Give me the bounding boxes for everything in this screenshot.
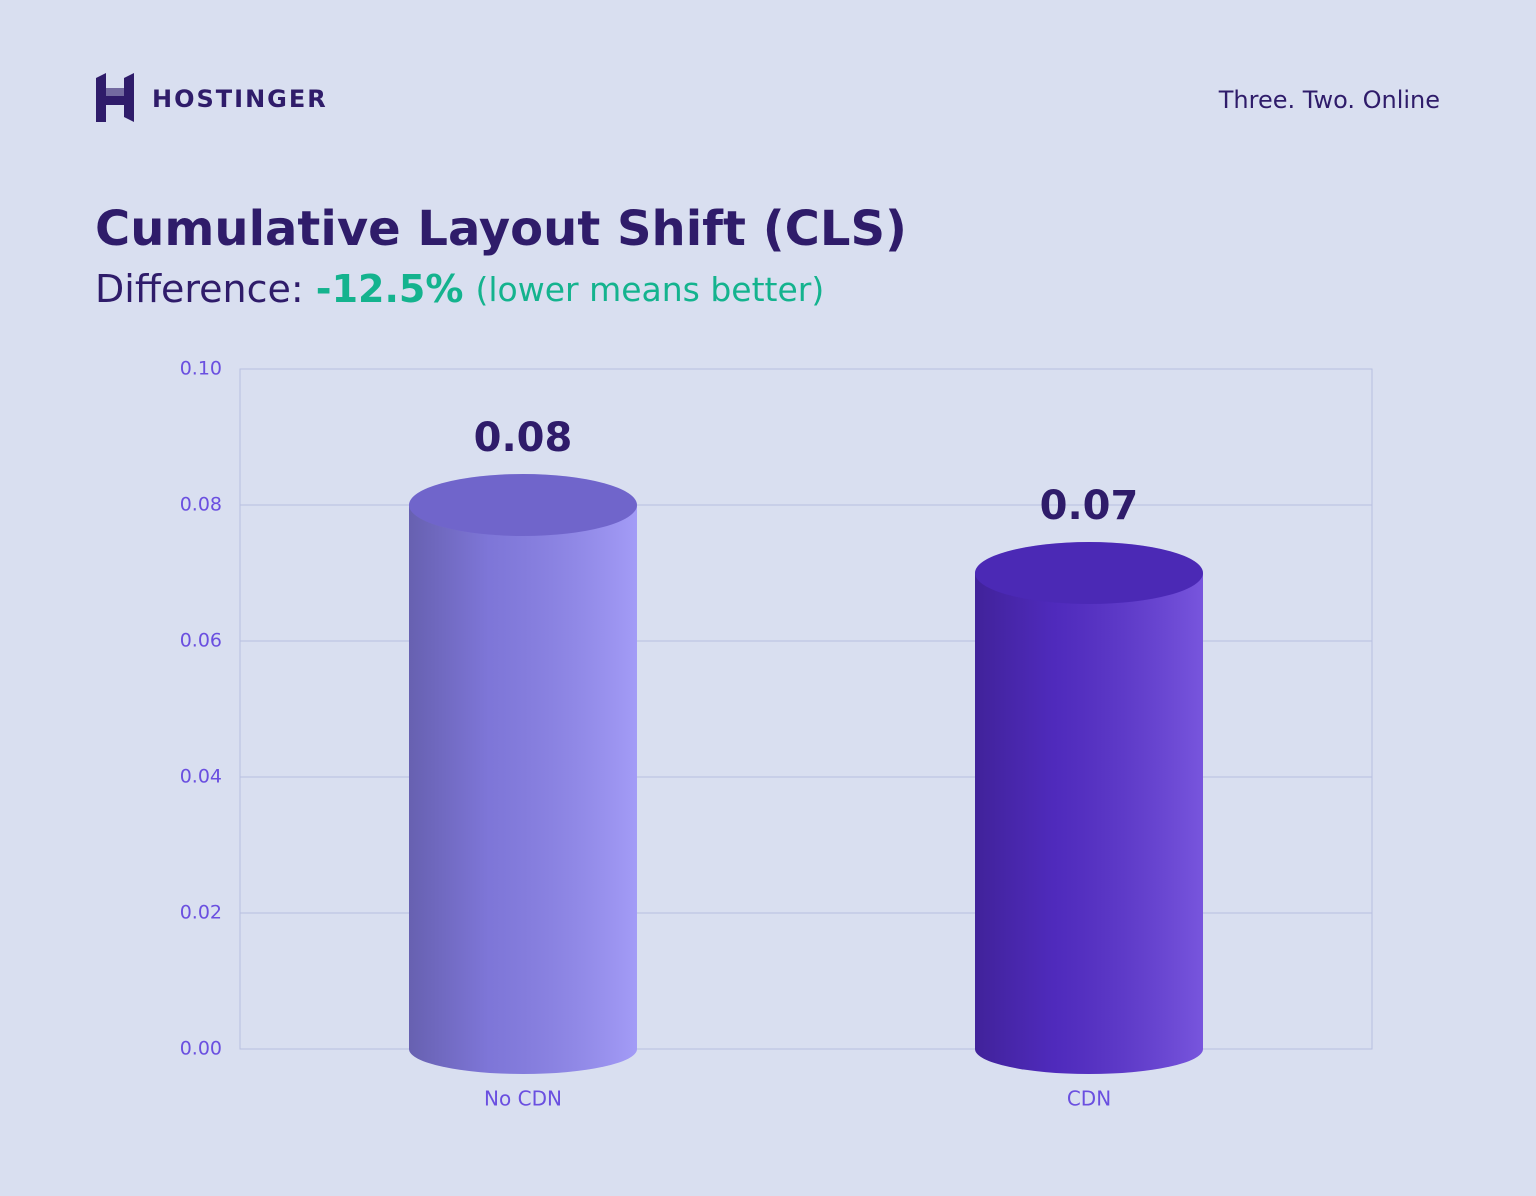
bar-top-shade — [409, 474, 637, 536]
y-tick-label: 0.10 — [180, 358, 222, 380]
subtitle-note: (lower means better) — [476, 270, 825, 309]
bar-top — [975, 542, 1203, 604]
chart-title: Cumulative Layout Shift (CLS) — [95, 201, 907, 257]
y-tick-label: 0.02 — [180, 902, 222, 924]
x-tick-label: CDN — [1067, 1087, 1111, 1111]
y-tick-label: 0.06 — [180, 630, 222, 652]
x-tick-label: No CDN — [484, 1087, 562, 1111]
y-tick-label: 0.04 — [180, 766, 222, 788]
value-label: 0.07 — [1040, 483, 1139, 529]
subtitle: Difference: -12.5% (lower means better) — [95, 267, 824, 311]
bar-top-shade — [975, 542, 1203, 604]
difference: -12.5% — [316, 267, 464, 311]
bar-shade — [975, 573, 1203, 1049]
bar-shade — [409, 505, 637, 1049]
subtitle-label: Difference: — [95, 267, 304, 311]
bar-top — [409, 474, 637, 536]
y-tick-label: 0.08 — [180, 494, 222, 516]
logo — [96, 73, 134, 122]
tagline: Three. Two. Online — [1218, 86, 1440, 114]
brand: HOSTINGER — [152, 85, 328, 113]
value-label: 0.08 — [474, 415, 573, 461]
y-tick-label: 0.00 — [180, 1038, 222, 1060]
